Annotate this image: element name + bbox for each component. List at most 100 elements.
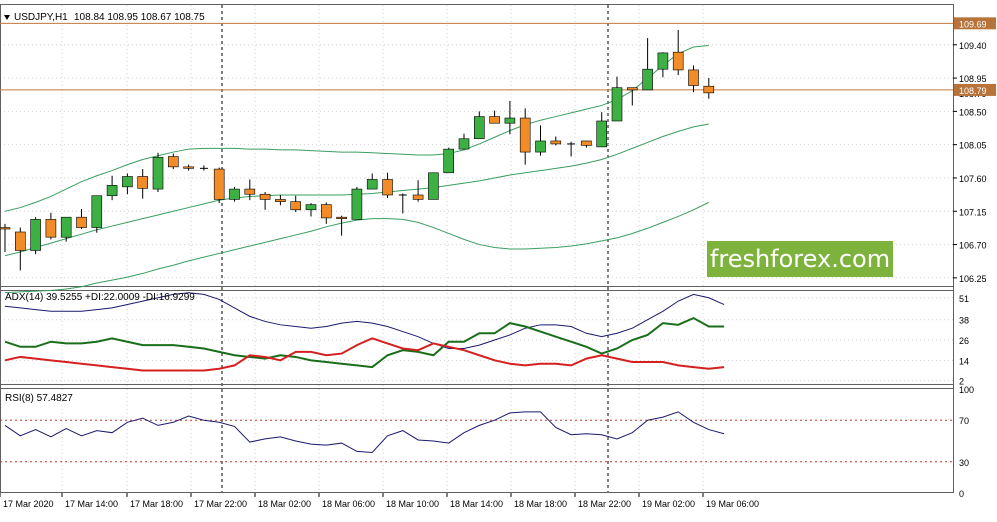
- current-price-tag: [954, 83, 996, 96]
- bollinger-lower: [4, 201, 710, 294]
- bear-candle-body: [168, 156, 179, 168]
- adx-tick-label: 2: [959, 377, 964, 387]
- bollinger-upper: [4, 45, 709, 212]
- rsi-tick-label: 70: [959, 416, 969, 426]
- bull-candle-body: [122, 176, 133, 188]
- plus-di-line: [4, 316, 725, 369]
- time-tick-label: 17 Mar 22:00: [194, 499, 247, 509]
- bull-candle-body: [443, 148, 455, 174]
- time-tick-label: 18 Mar 14:00: [450, 499, 503, 509]
- bear-candle-body: [275, 199, 286, 202]
- time-tick-label: 18 Mar 06:00: [322, 499, 375, 509]
- adx-tick-label: 26: [959, 336, 969, 346]
- time-tick-label: 18 Mar 22:00: [578, 499, 631, 509]
- rsi-tick-label: 100: [959, 385, 974, 395]
- time-tick-label: 17 Mar 18:00: [130, 499, 183, 509]
- price-tick-label: 106.25: [959, 274, 987, 284]
- bear-candle-body: [382, 179, 393, 196]
- bear-candle-body: [183, 166, 194, 169]
- symbol-label: USDJPY,H1: [14, 12, 68, 23]
- bull-candle-body: [30, 219, 41, 251]
- rsi-line: [4, 411, 725, 453]
- time-tick-label: 18 Mar 18:00: [514, 499, 567, 509]
- bear-candle-body: [290, 201, 302, 211]
- bull-candle-body: [106, 185, 118, 197]
- bull-candle-body: [428, 172, 439, 200]
- bear-candle-body: [672, 51, 684, 71]
- rsi-tick-label: 0: [959, 489, 964, 499]
- price-tick-label: 107.15: [959, 207, 987, 217]
- bull-candle-body: [229, 188, 240, 200]
- bull-candle-body: [596, 120, 608, 148]
- time-tick-label: 18 Mar 02:00: [258, 499, 311, 509]
- rsi-indicator-label: RSI(8) 57.4827: [5, 393, 73, 404]
- bear-candle-body: [244, 188, 256, 195]
- axis-labels: 109.40 108.95 108.50 108.05 107.60 107.15 106.…: [0, 15, 987, 509]
- time-tick-label: 17 Mar 2020: [3, 499, 54, 509]
- current-price-text: 108.79: [959, 86, 987, 96]
- adx-indicator-label: ADX(14) 39.5255 +DI:22.0009 -DI:16.9299: [5, 292, 195, 303]
- adx-line: [4, 292, 725, 349]
- adx-tick-label: 14: [959, 356, 969, 366]
- bull-candle-body: [535, 140, 546, 153]
- bear-candle-body: [320, 204, 332, 219]
- bull-candle-body: [366, 179, 378, 190]
- price-tick-label: 107.60: [959, 174, 987, 184]
- bear-candle-body: [137, 176, 148, 189]
- bull-candle-body: [152, 156, 164, 190]
- price-tick-label: 108.50: [959, 107, 987, 117]
- bull-candle-body: [642, 68, 653, 91]
- time-tick-label: 19 Mar 02:00: [642, 499, 695, 509]
- price-tick-label: 109.40: [959, 41, 987, 51]
- chart-frame: [0, 4, 954, 493]
- bear-candle-body: [550, 140, 562, 145]
- bear-candle-body: [45, 219, 57, 238]
- time-tick-label: 17 Mar 14:00: [65, 499, 118, 509]
- freshforex-logo: freshforex.com: [707, 241, 893, 277]
- adx-tick-label: 38: [959, 316, 969, 326]
- candlesticks: [0, 29, 715, 271]
- minus-di-line: [4, 337, 725, 372]
- bear-candle-body: [688, 69, 699, 86]
- watermark-text: freshforex.com: [709, 245, 891, 273]
- bear-candle-body: [519, 117, 531, 153]
- pane-dividers: [0, 4, 954, 493]
- grid: [0, 5, 953, 493]
- bull-candle-body: [458, 138, 470, 150]
- bear-candle-body: [0, 227, 11, 230]
- symbol-dropdown-icon: [4, 15, 10, 20]
- bear-candle-body: [76, 216, 87, 228]
- bull-candle-body: [60, 216, 72, 238]
- bull-candle-body: [91, 195, 103, 228]
- price-tick-label: 108.05: [959, 141, 987, 151]
- resistance-price-text: 109.69: [959, 19, 987, 29]
- bollinger-bands: [4, 45, 710, 294]
- bear-candle-body: [703, 85, 715, 94]
- bull-candle-body: [305, 204, 317, 211]
- resistance-price-tag: [954, 17, 996, 30]
- bear-candle-body: [15, 231, 26, 251]
- bear-candle-body: [489, 116, 500, 124]
- bear-candle-body: [412, 194, 424, 200]
- bear-candle-body: [626, 87, 638, 91]
- bull-candle-body: [473, 116, 485, 140]
- adx-lines: [4, 292, 725, 372]
- bull-candle-body: [657, 52, 669, 70]
- bear-candle-body: [259, 193, 271, 200]
- ohlc-label: 108.84 108.95 108.67 108.75: [74, 12, 205, 23]
- time-tick-label: 19 Mar 06:00: [706, 499, 759, 509]
- rsi-tick-label: 30: [959, 458, 969, 468]
- price-tick-label: 108.95: [959, 74, 987, 84]
- time-tick-label: 18 Mar 10:00: [386, 499, 439, 509]
- bull-candle-body: [504, 117, 516, 124]
- bull-candle-body: [611, 87, 623, 122]
- bear-candle-body: [336, 216, 347, 219]
- bull-candle-body: [351, 188, 363, 220]
- adx-tick-label: 51: [959, 294, 969, 304]
- bear-candle-body: [581, 140, 592, 146]
- rsi-lines: [0, 411, 953, 463]
- bear-candle-body: [213, 168, 225, 200]
